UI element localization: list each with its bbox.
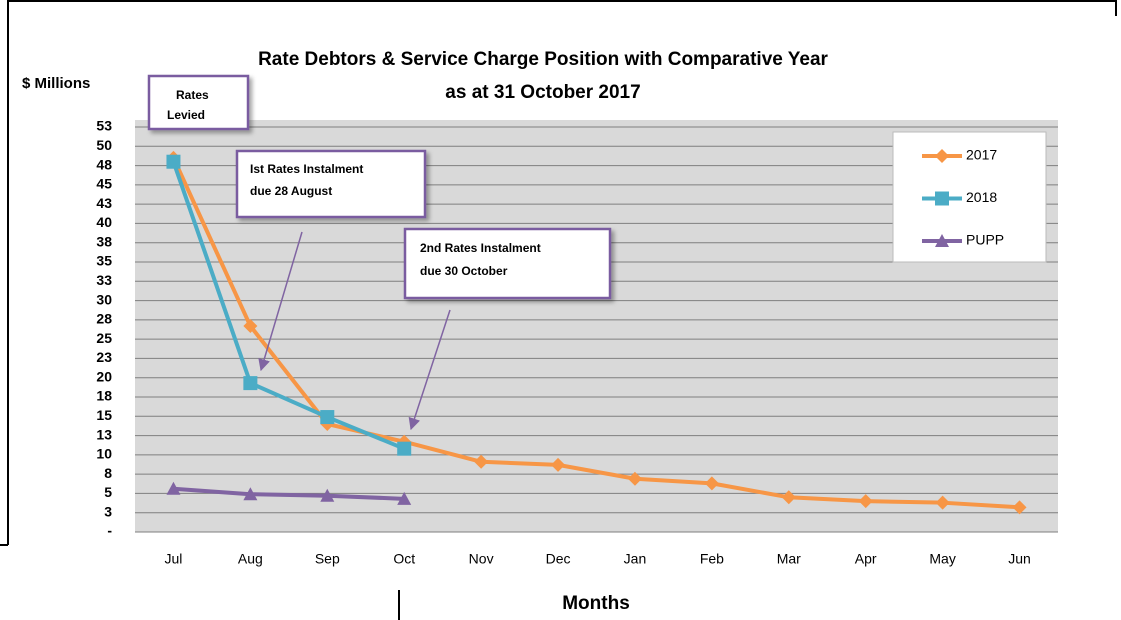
marker bbox=[781, 490, 796, 505]
annotation: 2nd Rates Instalment bbox=[420, 241, 541, 255]
x-tick-label: Oct bbox=[393, 551, 415, 567]
arrow bbox=[258, 231, 303, 372]
marker bbox=[166, 481, 181, 495]
legend bbox=[892, 131, 1047, 263]
x-tick-label: Sep bbox=[315, 551, 340, 567]
annotation: due 30 October bbox=[420, 264, 508, 278]
x-tick-label: Jul bbox=[165, 551, 183, 567]
marker bbox=[243, 319, 258, 334]
annotation-box bbox=[147, 74, 250, 131]
x-tick-label: Dec bbox=[546, 551, 571, 567]
marker bbox=[704, 476, 719, 491]
y-tick-label: - bbox=[107, 523, 112, 539]
y-tick-label: 8 bbox=[104, 465, 112, 481]
chart-subtitle: as at 31 October 2017 bbox=[445, 82, 640, 103]
y-tick-label: 40 bbox=[96, 214, 112, 230]
marker bbox=[397, 491, 412, 505]
marker bbox=[320, 410, 335, 425]
series-line bbox=[173, 486, 405, 501]
y-tick-label: 45 bbox=[96, 176, 112, 192]
marker bbox=[935, 495, 950, 510]
y-tick-label: 18 bbox=[96, 388, 112, 404]
marker bbox=[1012, 500, 1027, 515]
marker bbox=[935, 149, 949, 163]
legend-label: 2018 bbox=[966, 189, 997, 205]
series bbox=[166, 150, 1027, 515]
y-tick-label: 30 bbox=[96, 291, 112, 307]
annotation: Rates bbox=[176, 88, 209, 102]
x-tick-label: Apr bbox=[855, 551, 877, 567]
x-tick-label: Aug bbox=[238, 551, 263, 567]
y-tick-label: 23 bbox=[96, 349, 112, 365]
x-tick-label: Mar bbox=[777, 551, 801, 567]
x-tick-label: May bbox=[929, 551, 955, 567]
annotation: Ist Rates Instalment bbox=[250, 162, 363, 176]
y-tick-label: 10 bbox=[96, 446, 112, 462]
annotation: due 28 August bbox=[250, 184, 332, 198]
y-tick-label: 15 bbox=[96, 407, 112, 423]
y-tick-label: 50 bbox=[96, 137, 112, 153]
y-tick-label: 35 bbox=[96, 253, 112, 269]
series-line bbox=[171, 161, 405, 451]
annotation: Levied bbox=[167, 108, 205, 122]
marker bbox=[397, 441, 412, 456]
chart-title: Rate Debtors & Service Charge Position w… bbox=[258, 49, 828, 70]
legend-label: PUPP bbox=[966, 232, 1004, 248]
x-tick-label: Jan bbox=[624, 551, 647, 567]
x-tick-label: Nov bbox=[469, 551, 494, 567]
legend-items: 2017 2018 PUPP bbox=[922, 147, 1004, 248]
y-tick-label: 43 bbox=[96, 195, 112, 211]
y-axis-label: $ Millions bbox=[22, 75, 90, 92]
x-axis-label: Months bbox=[562, 593, 630, 614]
y-tick-label: 5 bbox=[104, 484, 112, 500]
marker bbox=[166, 154, 181, 169]
y-tick-label: 3 bbox=[104, 503, 112, 519]
annotation-box bbox=[235, 149, 427, 219]
x-tick-label: Feb bbox=[700, 551, 724, 567]
arrow bbox=[408, 309, 451, 431]
marker bbox=[243, 376, 258, 391]
marker bbox=[935, 234, 949, 247]
marker bbox=[858, 494, 873, 509]
marker bbox=[320, 488, 335, 502]
y-tick-label: 33 bbox=[96, 272, 112, 288]
marker bbox=[627, 471, 642, 486]
marker bbox=[935, 191, 949, 206]
marker bbox=[551, 457, 566, 472]
legend-label: 2017 bbox=[966, 147, 997, 163]
y-tick-label: 53 bbox=[96, 118, 112, 134]
marker bbox=[243, 487, 258, 501]
x-tick-label: Jun bbox=[1008, 551, 1031, 567]
marker bbox=[474, 454, 489, 469]
annotation-box bbox=[403, 227, 612, 300]
y-tick-label: 20 bbox=[96, 368, 112, 384]
y-tick-label: 38 bbox=[96, 233, 112, 249]
y-tick-label: 28 bbox=[96, 311, 112, 327]
y-tick-label: 25 bbox=[96, 330, 112, 346]
y-tick-label: 13 bbox=[96, 426, 112, 442]
y-tick-label: 48 bbox=[96, 156, 112, 172]
series-line bbox=[171, 157, 1020, 510]
